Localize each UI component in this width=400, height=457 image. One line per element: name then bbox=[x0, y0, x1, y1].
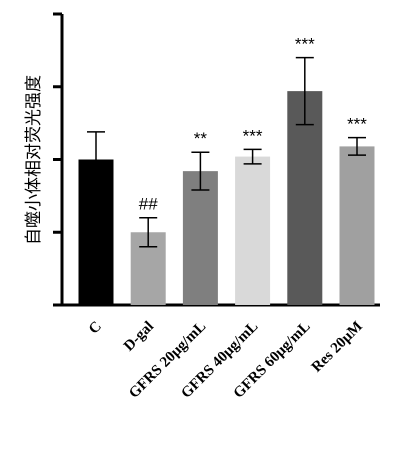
x-tick-label: C bbox=[86, 319, 105, 338]
annotation: ** bbox=[194, 129, 208, 148]
annotation: *** bbox=[243, 126, 263, 145]
bar bbox=[339, 146, 375, 305]
bar bbox=[182, 171, 218, 305]
x-tick-label: Res 20μM bbox=[309, 319, 366, 376]
annotation: *** bbox=[295, 35, 315, 54]
x-tick-label: D-gal bbox=[121, 319, 157, 355]
bar bbox=[235, 156, 271, 305]
annotation: *** bbox=[347, 115, 367, 134]
bar bbox=[287, 91, 323, 306]
annotation: ## bbox=[139, 195, 158, 214]
y-axis-label: 自噬小体相对荧光强度 bbox=[24, 75, 44, 245]
